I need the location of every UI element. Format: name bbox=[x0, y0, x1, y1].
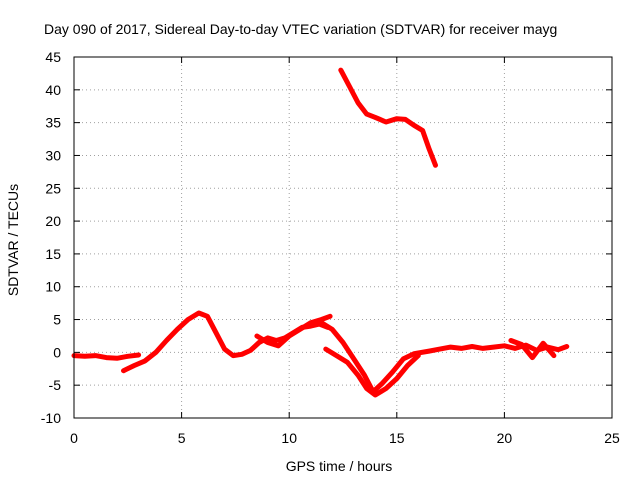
y-axis-label: SDTVAR / TECUs bbox=[5, 184, 21, 296]
x-tick-label: 5 bbox=[178, 430, 186, 446]
plot-frame bbox=[73, 56, 613, 419]
y-tick-label: 0 bbox=[53, 344, 61, 360]
y-tick-label: 40 bbox=[45, 82, 61, 98]
y-tick-label: 45 bbox=[45, 49, 61, 65]
x-tick-label: 10 bbox=[281, 430, 297, 446]
y-tick-label: 35 bbox=[45, 115, 61, 131]
x-tick-label: 15 bbox=[389, 430, 405, 446]
y-tick-label: 25 bbox=[45, 180, 61, 196]
x-tick-label: 0 bbox=[70, 430, 78, 446]
y-tick-label: 20 bbox=[45, 213, 61, 229]
series-line-track-6 bbox=[338, 67, 438, 168]
series-line-track-3 bbox=[254, 313, 333, 349]
series-line-track-5 bbox=[323, 346, 421, 398]
x-axis-label: GPS time / hours bbox=[286, 458, 393, 474]
x-tick-label: 25 bbox=[604, 430, 620, 446]
series-line-track-1 bbox=[71, 352, 142, 361]
series-line-track-4 bbox=[319, 320, 570, 395]
y-tick-label: 15 bbox=[45, 246, 61, 262]
y-tick-label: -5 bbox=[49, 377, 62, 393]
x-tick-label: 20 bbox=[497, 430, 513, 446]
series-group bbox=[71, 67, 570, 398]
series-line-track-2 bbox=[121, 310, 331, 374]
y-tick-label: 5 bbox=[53, 312, 61, 328]
series-line-track-7 bbox=[508, 338, 557, 361]
y-tick-label: 10 bbox=[45, 279, 61, 295]
y-tick-label: 30 bbox=[45, 147, 61, 163]
y-tick-label: -10 bbox=[41, 410, 61, 426]
chart-title: Day 090 of 2017, Sidereal Day-to-day VTE… bbox=[44, 21, 557, 37]
grid-lines bbox=[74, 57, 612, 418]
axis-ticks: 0 5 10 15 20 25 -10 -5 0 5 10 15 20 25 30 35 40 45 bbox=[41, 49, 620, 446]
